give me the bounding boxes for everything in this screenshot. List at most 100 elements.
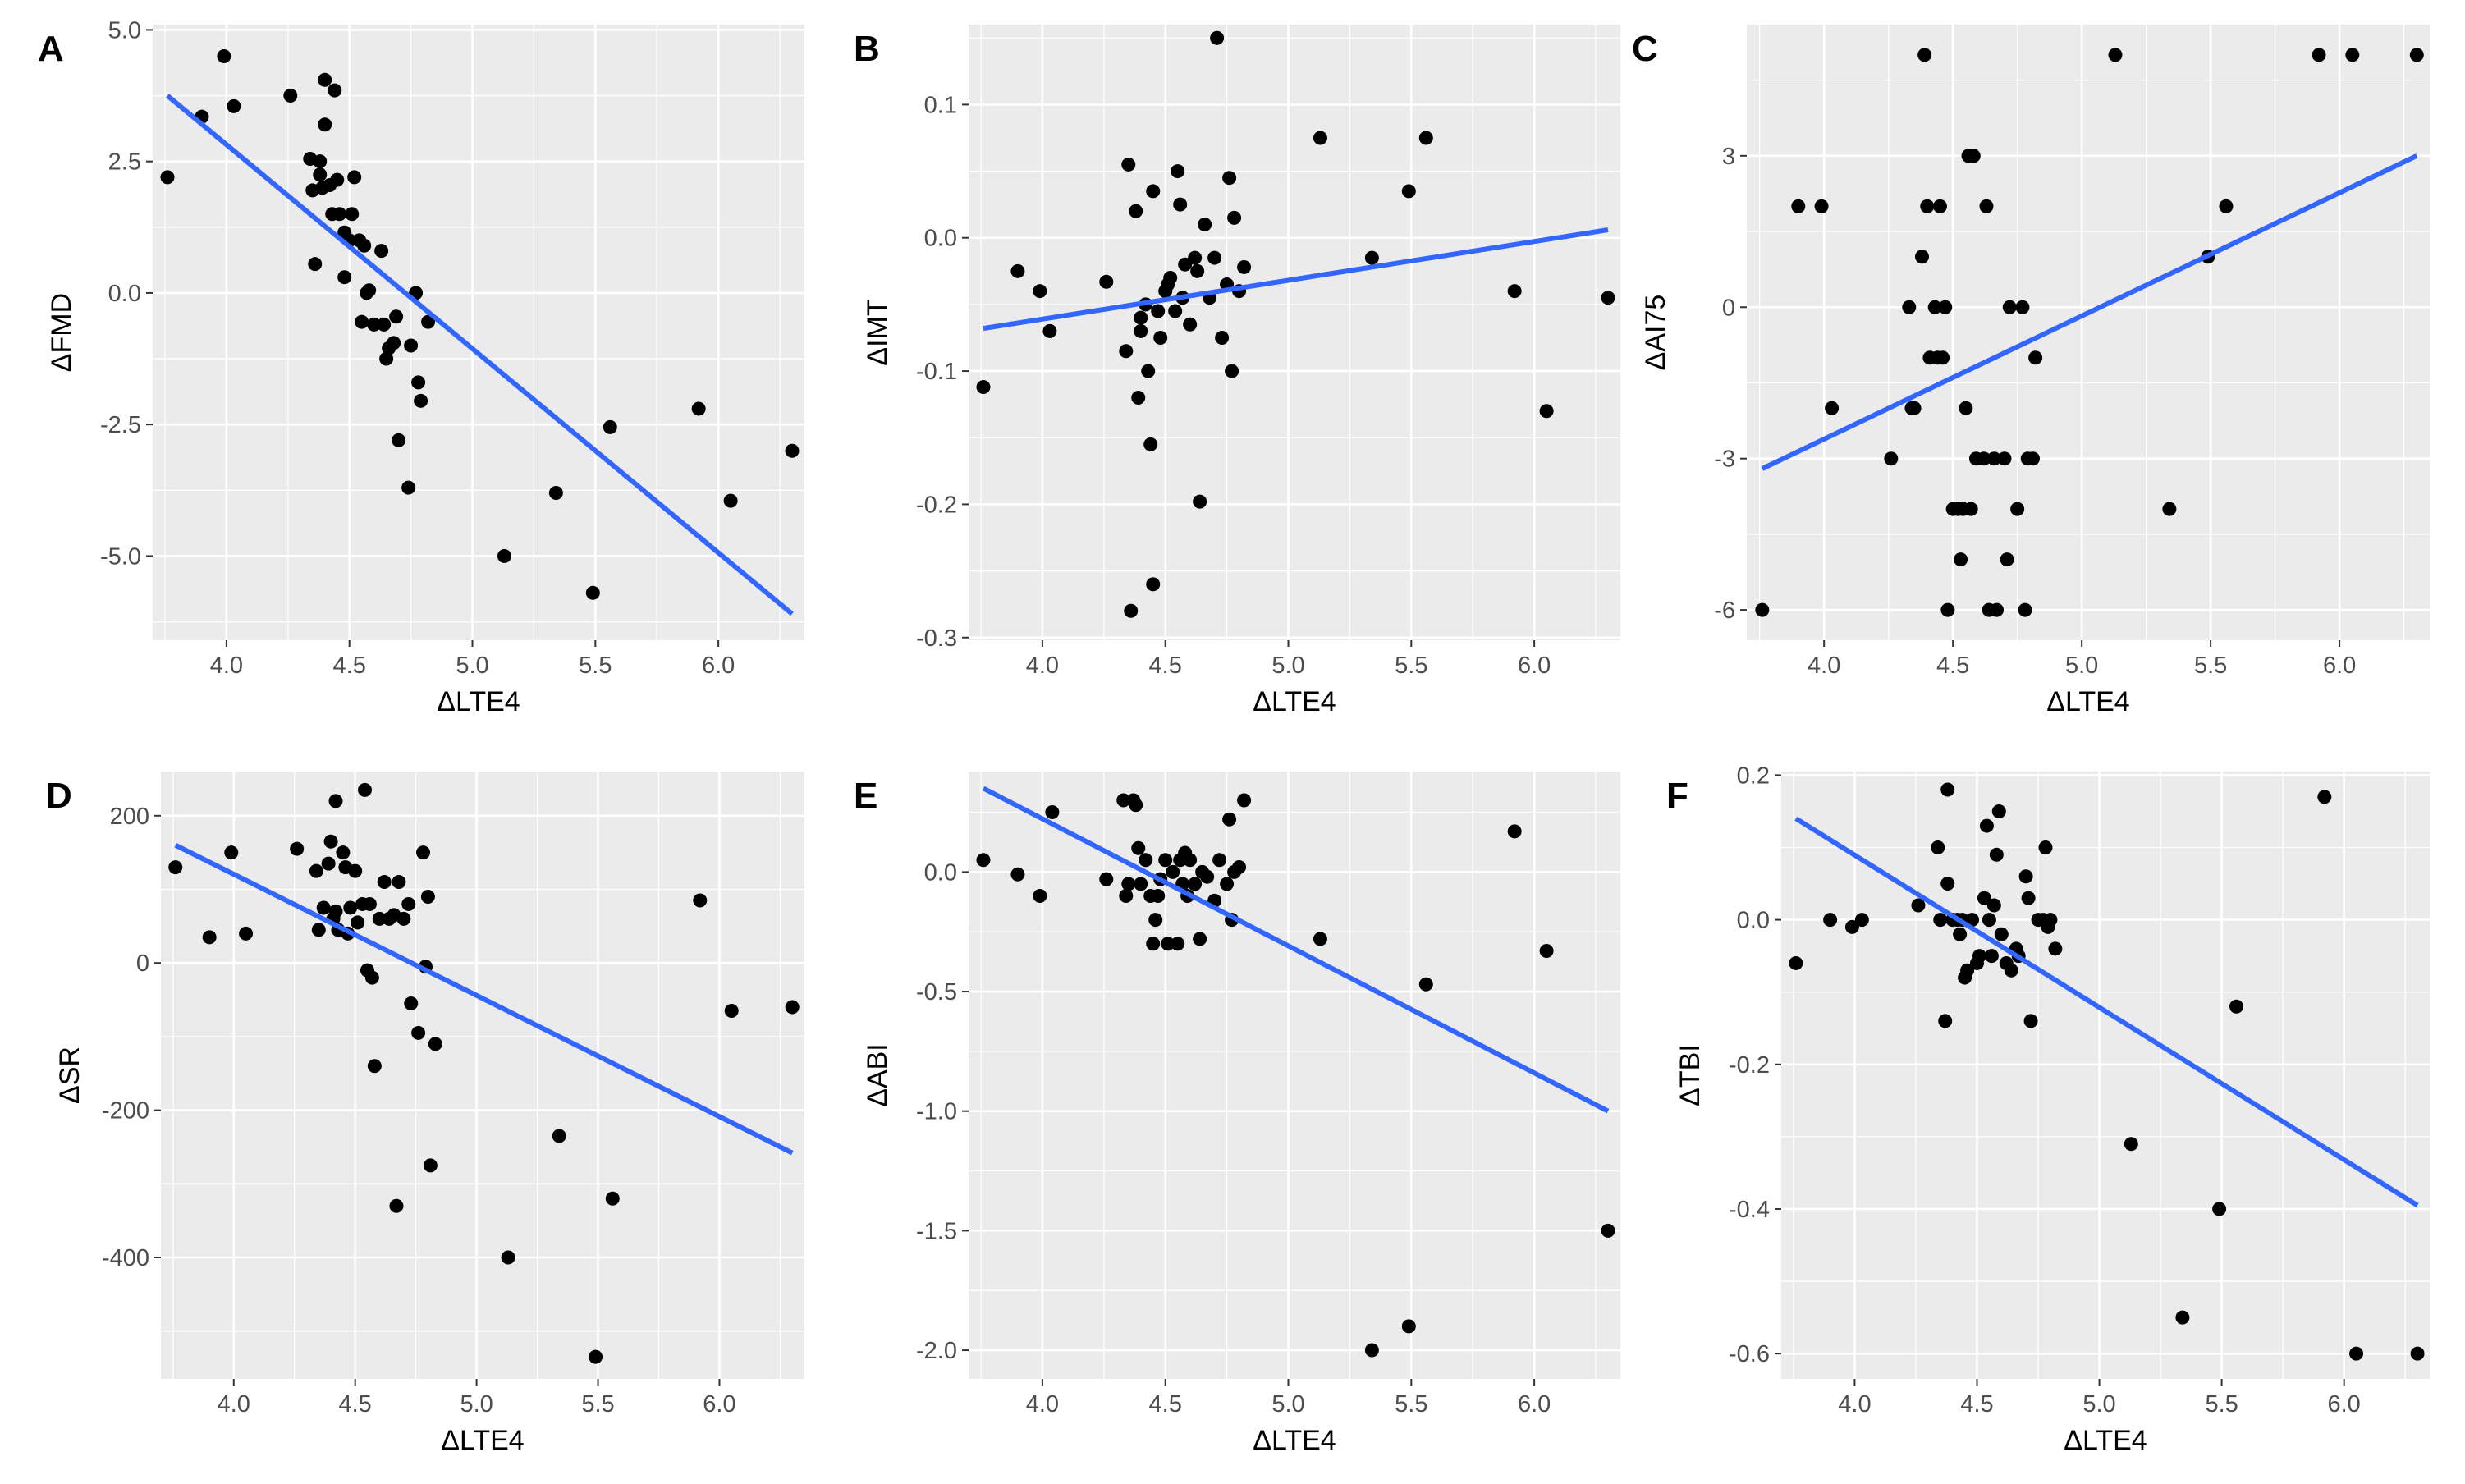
panel-a-data-point	[414, 393, 428, 408]
panel-f-data-point	[1953, 927, 1968, 941]
panel-a-data-point	[330, 172, 345, 187]
panel-d-data-point	[367, 1059, 382, 1074]
panel-f: 4.0 4.5 5.0 5.5 6.0 0.2 0.0 -0.2 -0.4 -0.6 ΔLTE4 ΔT…	[1666, 763, 2430, 1456]
panel-f-data-point	[2124, 1137, 2138, 1152]
panel-b-data-point	[1134, 310, 1148, 325]
panel-a-data-point	[160, 170, 175, 185]
panel-c-data-point	[1917, 48, 1932, 62]
panel-a-xtick-label: 6.0	[702, 653, 735, 679]
panel-d-x-axis-title: ΔLTE4	[441, 1425, 524, 1456]
panel-d-data-point	[239, 926, 254, 941]
panel-c-data-point	[1755, 602, 1770, 617]
panel-d-data-point	[351, 915, 365, 930]
panel-d-data-point	[404, 996, 419, 1011]
panel-d-data-point	[309, 863, 323, 878]
panel-a-label: A	[38, 29, 64, 69]
panel-d-data-point	[389, 1198, 404, 1213]
panel-a: 4.0 4.5 5.0 5.5 6.0 5.0 2.5 0.0 -2.5 -5.0 ΔLTE4 ΔFM…	[38, 17, 804, 717]
panel-d-xtick-label: 5.5	[581, 1391, 614, 1418]
panel-a-data-point	[355, 314, 369, 329]
panel-e-xtick-label: 5.0	[1271, 1391, 1304, 1418]
panel-e-data-point	[1158, 853, 1173, 868]
panel-c-data-point	[1979, 199, 1994, 213]
panel-c-data-point	[2312, 48, 2326, 62]
panel-f-data-point	[1789, 955, 1803, 970]
panel-d-data-point	[224, 845, 239, 860]
panel-c-data-point	[1907, 401, 1922, 415]
panel-a-data-point	[392, 433, 406, 447]
panel-c-data-point	[1966, 149, 1981, 163]
panel-d-data-point	[328, 794, 343, 808]
panel-f-xtick-label: 6.0	[2327, 1391, 2360, 1418]
panel-d-ytick-label: -200	[102, 1098, 149, 1124]
panel-a-data-point	[347, 170, 362, 185]
panel-e-data-point	[1601, 1223, 1615, 1238]
panel-a-data-point	[389, 309, 404, 324]
panel-b-data-point	[1124, 603, 1139, 618]
panel-c-data-point	[1914, 250, 1929, 264]
panel-f-fit-line	[1794, 816, 2419, 1208]
panel-c-data-point	[2002, 300, 2017, 314]
panel-d-ytick-label: 200	[110, 804, 149, 830]
panel-b-data-point	[1401, 184, 1416, 199]
panel-e-data-point	[1539, 944, 1554, 959]
panel-a-data-point	[585, 585, 600, 600]
panel-c-data-point	[1884, 451, 1899, 466]
panel-e-data-point	[1200, 869, 1215, 884]
panel-f-data-point	[1960, 963, 1975, 978]
panel-b-data-point	[1143, 437, 1158, 451]
panel-c-data-point	[1920, 199, 1935, 213]
panel-b-data-point	[1227, 210, 1242, 225]
panel-e-y-axis-title: ΔABI	[862, 1043, 893, 1107]
panel-e-ytick-label: -2.0	[916, 1338, 957, 1364]
panel-d-data-point	[328, 904, 343, 918]
panel-f-xtick-label: 5.0	[2082, 1391, 2115, 1418]
panel-d-xtick-label: 4.0	[218, 1391, 250, 1418]
panel-b-data-point	[1121, 157, 1136, 172]
panel-a-data-point	[345, 207, 360, 222]
panel-b-data-point	[1225, 364, 1239, 378]
panel-b-data-point	[1131, 391, 1146, 405]
panel-b-ytick-label: 0.0	[924, 226, 957, 252]
panel-b-data-point	[1222, 171, 1237, 186]
panel-a-data-point	[374, 244, 389, 259]
panel-b-xtick-label: 5.0	[1271, 653, 1304, 679]
panel-f-data-point	[1972, 949, 1986, 964]
panel-f-background	[1781, 772, 2430, 1379]
panel-a-data-point	[328, 83, 342, 98]
panel-a-data-point	[603, 419, 617, 434]
panel-b-data-point	[1033, 284, 1047, 299]
panel-b-ytick-label: -0.3	[916, 625, 957, 652]
panel-d-data-point	[605, 1191, 620, 1206]
panel-a-data-point	[337, 270, 352, 285]
panel-e-data-point	[1134, 877, 1148, 891]
panel-c-data-point	[2162, 502, 2177, 516]
panel-d-ytick-label: -400	[102, 1245, 149, 1271]
panel-d-data-point	[290, 841, 305, 856]
panel-b-data-point	[1171, 164, 1185, 179]
panel-a-xtick-label: 5.0	[456, 653, 488, 679]
panel-f-data-point	[1844, 919, 1859, 934]
panel-a-data-point	[318, 72, 332, 87]
panel-d-data-point	[316, 900, 331, 915]
panel-a-data-point	[497, 548, 511, 563]
panel-b-data-point	[1151, 304, 1166, 318]
panel-e-ytick-label: -1.0	[916, 1099, 957, 1125]
panel-d-y-axis-title: ΔSR	[54, 1047, 85, 1104]
panel-b-data-point	[1198, 218, 1212, 232]
panel-b-ytick-label: 0.1	[924, 92, 957, 118]
panel-b-data-point	[1188, 250, 1203, 265]
panel-e-data-point	[1166, 864, 1180, 879]
panel-d-data-point	[411, 1025, 426, 1040]
panel-f-data-point	[1823, 913, 1838, 928]
panel-e-data-point	[1131, 840, 1146, 855]
panel-b-data-point	[1364, 250, 1379, 265]
panel-a-x-axis-title: ΔLTE4	[437, 686, 520, 717]
panel-b-data-point	[1507, 284, 1522, 299]
panel-b-data-point	[1129, 204, 1143, 218]
panel-c-data-point	[1977, 451, 1991, 466]
panel-e-fit-line	[982, 786, 1610, 1114]
panel-c-xtick-label: 5.5	[2194, 653, 2227, 679]
panel-c-label: C	[1632, 29, 1658, 69]
panel-f-ytick-label: -0.4	[1729, 1197, 1770, 1223]
